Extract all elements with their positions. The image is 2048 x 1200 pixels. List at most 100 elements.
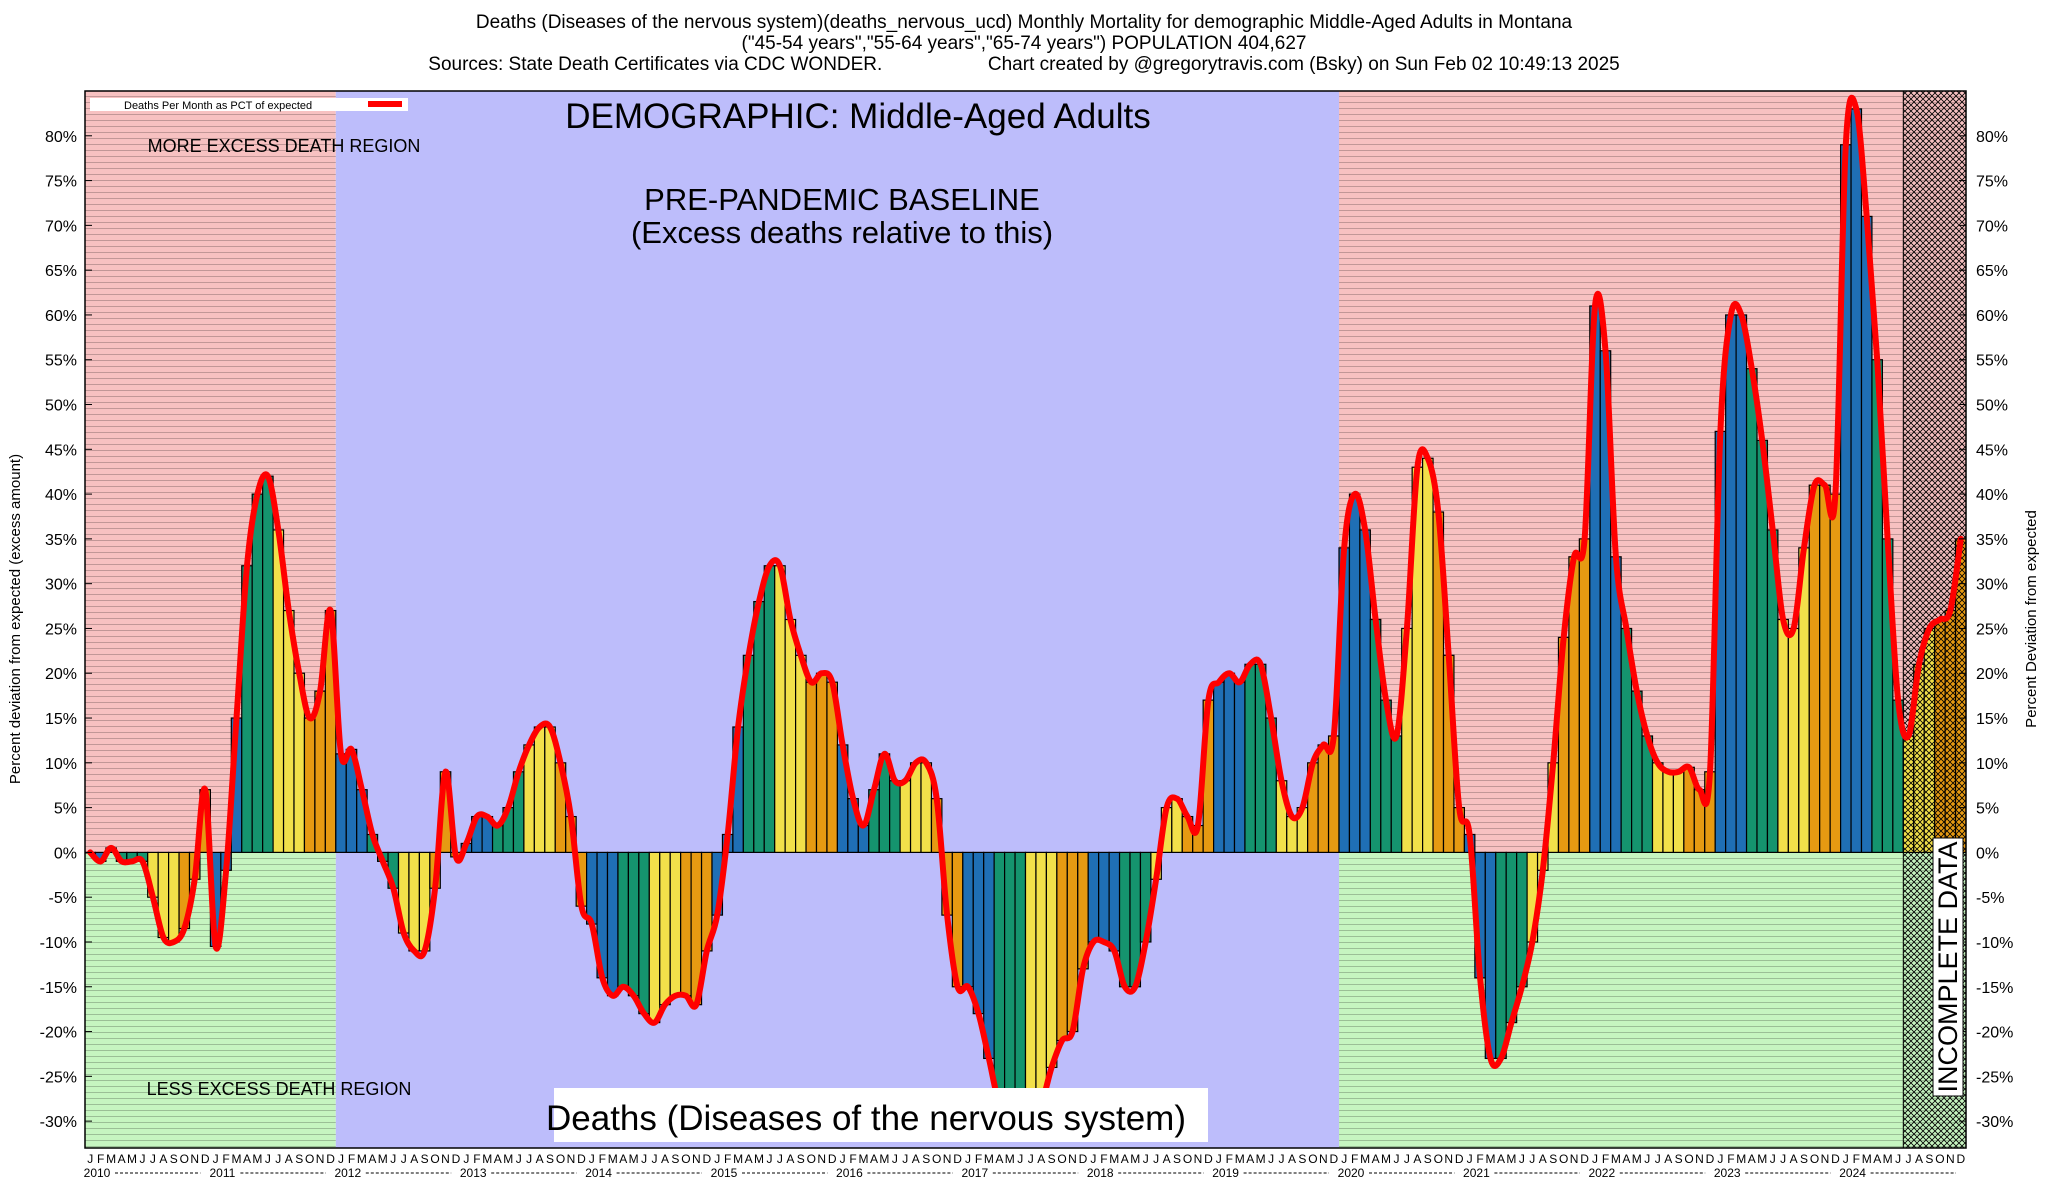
chart-subtitle: ("45-54 years","55-64 years","65-74 year… xyxy=(741,33,1307,54)
x-month-label: M xyxy=(378,1152,388,1166)
bar xyxy=(617,851,630,988)
x-month-label: J xyxy=(1279,1152,1285,1166)
x-month-label: A xyxy=(1246,1152,1254,1166)
x-month-label: J xyxy=(1153,1152,1159,1166)
bar xyxy=(1035,851,1047,1104)
x-month-label: A xyxy=(1748,1152,1756,1166)
y-tick-label-right: 80% xyxy=(1976,129,2008,146)
bar xyxy=(606,851,619,997)
bar xyxy=(491,824,504,854)
x-month-label: M xyxy=(1862,1152,1872,1166)
x-month-label: D xyxy=(1455,1152,1464,1166)
bar xyxy=(983,851,995,1060)
x-month-label: S xyxy=(1925,1152,1933,1166)
x-month-label: M xyxy=(1130,1152,1140,1166)
x-month-label: J xyxy=(213,1152,219,1166)
x-month-label: J xyxy=(1028,1152,1034,1166)
x-month-label: M xyxy=(984,1152,994,1166)
y-tick-label-left: 40% xyxy=(45,487,77,504)
x-month-label: M xyxy=(127,1152,137,1166)
x-month-label: F xyxy=(599,1152,606,1166)
y-tick-label-left: -30% xyxy=(40,1114,77,1131)
x-month-label: A xyxy=(786,1152,794,1166)
y-tick-label-right: 60% xyxy=(1976,308,2008,325)
bar xyxy=(1756,439,1769,853)
x-month-label: A xyxy=(619,1152,627,1166)
x-year-label: 2010 xyxy=(84,1166,111,1180)
x-month-label: D xyxy=(326,1152,335,1166)
bar xyxy=(899,780,912,853)
x-month-label: M xyxy=(1632,1152,1642,1166)
x-month-label: N xyxy=(1821,1152,1830,1166)
x-month-label: A xyxy=(118,1152,126,1166)
x-month-label: D xyxy=(828,1152,837,1166)
x-month-label: A xyxy=(1915,1152,1923,1166)
more-excess-label: MORE EXCESS DEATH REGION xyxy=(148,136,421,156)
y-tick-label-left: 25% xyxy=(45,621,77,638)
bar xyxy=(805,681,818,853)
bar xyxy=(1787,627,1800,854)
x-month-label: M xyxy=(1109,1152,1119,1166)
x-month-label: J xyxy=(265,1152,271,1166)
x-month-label: D xyxy=(702,1152,711,1166)
x-month-label: S xyxy=(1549,1152,1557,1166)
bar xyxy=(794,654,807,854)
x-year-label: 2023 xyxy=(1714,1166,1741,1180)
y-tick-label-right: -25% xyxy=(1976,1069,2013,1086)
x-month-label: J xyxy=(641,1152,647,1166)
x-month-label: J xyxy=(463,1152,469,1166)
y-tick-label-left: 45% xyxy=(45,442,77,459)
y-tick-label-left: 55% xyxy=(45,353,77,370)
x-month-label: M xyxy=(1611,1152,1621,1166)
bars xyxy=(85,108,1966,1104)
x-month-label: J xyxy=(1341,1152,1347,1166)
chart-sources: Sources: State Death Certificates via CD… xyxy=(428,54,1620,75)
y-tick-label-right: 65% xyxy=(1976,263,2008,280)
x-month-label: M xyxy=(1883,1152,1893,1166)
less-excess-label: LESS EXCESS DEATH REGION xyxy=(147,1079,412,1099)
x-month-label: S xyxy=(546,1152,554,1166)
bar xyxy=(1505,851,1518,1024)
x-year-label: 2016 xyxy=(836,1166,863,1180)
y-tick-label-right: 45% xyxy=(1976,442,2008,459)
x-month-label: M xyxy=(629,1152,639,1166)
x-month-label: F xyxy=(348,1152,355,1166)
x-year-label: 2019 xyxy=(1212,1166,1239,1180)
x-month-label: N xyxy=(1068,1152,1077,1166)
y-tick-label-left: 30% xyxy=(45,577,77,594)
bar xyxy=(774,565,786,853)
x-month-label: J xyxy=(902,1152,908,1166)
x-month-label: N xyxy=(1570,1152,1579,1166)
x-month-label: F xyxy=(1602,1152,1609,1166)
x-month-label: F xyxy=(222,1152,229,1166)
x-month-label: N xyxy=(1194,1152,1203,1166)
y-tick-label-right: 40% xyxy=(1976,487,2008,504)
x-month-label: F xyxy=(1853,1152,1860,1166)
baseline-label-2: (Excess deaths relative to this) xyxy=(631,215,1053,250)
x-month-label: A xyxy=(995,1152,1003,1166)
x-month-label: A xyxy=(1539,1152,1547,1166)
legend: Deaths Per Month as PCT of expected xyxy=(90,98,408,112)
x-month-label: S xyxy=(295,1152,303,1166)
x-month-label: J xyxy=(1404,1152,1410,1166)
y-tick-label-right: 30% xyxy=(1976,577,2008,594)
x-month-label: A xyxy=(410,1152,418,1166)
x-month-label: M xyxy=(1486,1152,1496,1166)
y-tick-label-right: 50% xyxy=(1976,398,2008,415)
x-month-label: A xyxy=(1037,1152,1045,1166)
y-tick-label-left: -15% xyxy=(40,980,77,997)
x-month-label: F xyxy=(975,1152,982,1166)
x-month-label: N xyxy=(1946,1152,1955,1166)
x-month-label: F xyxy=(97,1152,104,1166)
x-month-label: S xyxy=(1800,1152,1808,1166)
x-year-label: 2020 xyxy=(1338,1166,1365,1180)
x-month-label: M xyxy=(859,1152,869,1166)
x-month-label: F xyxy=(1727,1152,1734,1166)
x-month-label: N xyxy=(943,1152,952,1166)
x-month-label: J xyxy=(390,1152,396,1166)
x-month-label: O xyxy=(1684,1152,1693,1166)
x-month-label: M xyxy=(106,1152,116,1166)
y-tick-label-left: 60% xyxy=(45,308,77,325)
x-month-label: D xyxy=(1580,1152,1589,1166)
x-month-label: O xyxy=(1308,1152,1317,1166)
